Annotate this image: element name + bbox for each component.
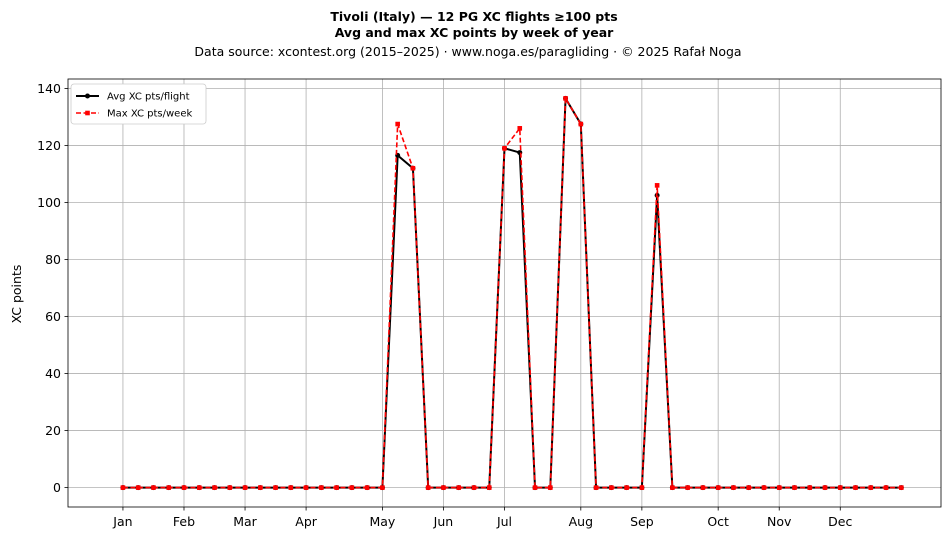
legend-marker-avg: [85, 93, 90, 99]
data-point-max: [456, 485, 462, 490]
data-point-max: [471, 485, 477, 490]
data-point-max: [212, 485, 217, 490]
y-tick-label: 140: [37, 81, 61, 96]
data-point-max: [883, 485, 889, 490]
x-tick-label: Apr: [295, 514, 317, 529]
y-tick-label: 80: [45, 252, 61, 267]
data-point-max: [700, 485, 706, 490]
x-tick-label: Nov: [767, 514, 792, 529]
legend: Avg XC pts/flight Max XC pts/week: [70, 83, 207, 125]
chart-subtitle: Data source: xcontest.org (2015–2025) · …: [194, 44, 741, 59]
data-point-max: [746, 485, 751, 490]
data-point-max: [792, 485, 797, 490]
data-point-max: [502, 145, 507, 151]
data-point-max: [822, 485, 828, 490]
y-tick-label: 0: [53, 480, 61, 495]
x-tick-label: May: [369, 514, 395, 529]
x-tick-label: Jan: [112, 514, 132, 529]
data-point-max: [410, 165, 416, 171]
x-axis: Jan Feb Mar Apr May Jun Jul Aug Sep Oct Nov Dec: [112, 507, 852, 529]
x-tick-label: Mar: [233, 514, 257, 529]
data-point-max: [517, 126, 523, 131]
y-tick-label: 60: [45, 309, 61, 324]
data-point-max: [609, 485, 614, 490]
data-point-max: [181, 485, 187, 490]
data-point-max: [670, 485, 675, 490]
series-line-0: [122, 97, 902, 489]
data-point-max: [486, 485, 492, 490]
data-point-max: [654, 183, 660, 188]
data-point-max: [273, 485, 278, 490]
legend-box: [70, 83, 207, 125]
data-point-max: [715, 485, 721, 490]
data-point-max: [868, 485, 874, 490]
data-point-max: [242, 485, 248, 490]
data-point-max: [624, 485, 629, 490]
data-point-max: [761, 485, 767, 490]
data-point-max: [380, 485, 385, 490]
data-point-max: [441, 485, 446, 490]
data-point-max: [227, 485, 233, 490]
data-point-max: [258, 485, 263, 490]
x-tick-label: Jul: [496, 514, 512, 529]
data-point-max: [349, 485, 355, 490]
data-point-max: [425, 485, 431, 490]
data-point-max: [319, 485, 324, 490]
x-tick-label: Sep: [630, 514, 654, 529]
y-tick-label: 40: [45, 366, 61, 381]
legend-label-max: Max XC pts/week: [107, 109, 192, 120]
data-point-max: [395, 121, 400, 127]
data-point-max: [151, 485, 156, 490]
y-axis-label: XC points: [9, 265, 24, 324]
data-point-max: [563, 96, 568, 101]
data-point-max: [731, 485, 736, 490]
y-tick-label: 120: [37, 138, 61, 153]
grid-lines: [68, 79, 941, 507]
data-point-max: [639, 485, 645, 490]
data-point-max: [899, 485, 904, 490]
data-point-max: [532, 485, 538, 490]
chart-title-line2: Avg and max XC points by week of year: [335, 25, 614, 40]
y-axis: 0 20 40 60 80 100 120 140: [37, 81, 68, 495]
data-point-max: [334, 485, 339, 490]
x-tick-label: Jun: [433, 514, 454, 529]
chart-title-line1: Tivoli (Italy) — 12 PG XC flights ≥100 p…: [330, 9, 617, 24]
data-point-max: [135, 485, 141, 490]
data-point-max: [593, 485, 599, 490]
data-point-max: [364, 485, 370, 490]
data-point-max: [807, 485, 813, 490]
y-tick-label: 100: [37, 195, 61, 210]
data-point-max: [685, 485, 690, 490]
x-tick-label: Aug: [569, 514, 593, 529]
legend-label-avg: Avg XC pts/flight: [107, 92, 190, 103]
data-point-max: [303, 485, 309, 490]
y-tick-label: 20: [45, 423, 61, 438]
x-tick-label: Oct: [707, 514, 729, 529]
data-point-max: [120, 485, 126, 490]
data-point-max: [196, 485, 202, 490]
data-point-max: [166, 485, 172, 490]
legend-marker-max: [85, 110, 90, 116]
data-point-max: [288, 485, 294, 490]
series-layer: [120, 95, 904, 491]
data-point-max: [578, 121, 584, 127]
data-point-max: [776, 485, 782, 490]
data-point-max: [853, 485, 858, 490]
x-tick-label: Feb: [173, 514, 195, 529]
data-point-max: [837, 485, 843, 490]
series-line-1: [122, 97, 902, 489]
data-point-max: [547, 485, 553, 490]
x-tick-label: Dec: [828, 514, 852, 529]
